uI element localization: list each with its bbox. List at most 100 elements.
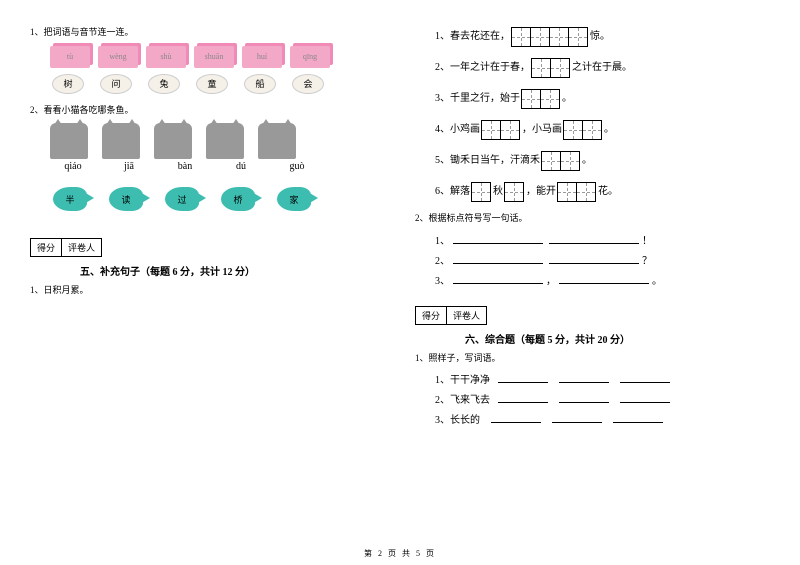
- pillow-item: 问: [100, 74, 132, 94]
- blank-line: [620, 371, 670, 383]
- line-num: 1、: [435, 236, 450, 247]
- example-3: 3、长长的: [435, 411, 780, 426]
- example-text: 2、飞来飞去: [435, 395, 490, 406]
- blank-line: [549, 252, 639, 264]
- card-item: huí: [242, 46, 282, 68]
- pinyin-item: bàn: [166, 161, 204, 172]
- card-item: shuān: [194, 46, 234, 68]
- pinyin-item: jiā: [110, 161, 148, 172]
- cat-icon: [50, 123, 88, 159]
- sentence-2: 2、 ？: [435, 252, 780, 267]
- example-1: 1、干干净净: [435, 371, 780, 386]
- line-num: 2、: [435, 256, 450, 267]
- s5-q1: 1、日积月累。: [30, 284, 380, 298]
- fill-text: ，小马画: [522, 116, 562, 144]
- pinyin-item: dú: [222, 161, 260, 172]
- fill-text: 5、锄禾日当午，汗滴禾: [435, 147, 540, 175]
- blank-line: [491, 411, 541, 423]
- example-text: 1、干干净净: [435, 375, 490, 386]
- s6-q1: 1、照样子，写词语。: [415, 352, 780, 366]
- char-grid: [532, 58, 570, 78]
- pinyin-item: guò: [278, 161, 316, 172]
- fish-label: 过: [165, 187, 199, 211]
- fill-text: 之计在于晨。: [572, 54, 632, 82]
- section6-title: 六、综合题（每题 5 分，共计 20 分）: [465, 331, 780, 346]
- cats-row: [50, 123, 380, 159]
- blank-line: [559, 391, 609, 403]
- q2-label-right: 2、根据标点符号写一句话。: [415, 212, 780, 226]
- fill-3: 3、千里之行，始于 。: [435, 85, 780, 113]
- blank-line: [549, 232, 639, 244]
- blank-line: [453, 232, 543, 244]
- cat-icon: [154, 123, 192, 159]
- punct: ，: [546, 276, 556, 287]
- fill-6: 6、解落 秋 ，能开 花。: [435, 178, 780, 206]
- fish-icon: 家: [274, 184, 316, 214]
- punct: 。: [652, 276, 662, 287]
- fill-text: 。: [604, 116, 614, 144]
- fill-text: 1、春去花还在，: [435, 23, 510, 51]
- fish-label: 家: [277, 187, 311, 211]
- char-grid: [564, 120, 602, 140]
- punct: ！: [642, 236, 652, 247]
- score-box: 得分 评卷人: [30, 238, 102, 257]
- section5-title: 五、补充句子（每题 6 分，共计 12 分）: [80, 263, 380, 278]
- blank-line: [498, 391, 548, 403]
- punct: ？: [642, 256, 652, 267]
- blank-line: [498, 371, 548, 383]
- fish-row: 半 读 过 桥 家: [50, 184, 380, 214]
- line-num: 3、: [435, 276, 450, 287]
- cat-icon: [206, 123, 244, 159]
- pinyin-item: qiáo: [54, 161, 92, 172]
- fill-text: 。: [562, 85, 572, 113]
- blank-line: [559, 371, 609, 383]
- pillow-item: 童: [196, 74, 228, 94]
- fill-text: 6、解落: [435, 178, 470, 206]
- blank-line: [620, 391, 670, 403]
- sentence-3: 3、 ， 。: [435, 272, 780, 287]
- fish-label: 读: [109, 187, 143, 211]
- fill-text: 秋: [493, 178, 503, 206]
- fill-4: 4、小鸡画 ，小马画 。: [435, 116, 780, 144]
- score-cell: 得分: [416, 307, 447, 324]
- cat-icon: [258, 123, 296, 159]
- blank-line: [552, 411, 602, 423]
- fill-text: ，能开: [526, 178, 556, 206]
- fish-icon: 半: [50, 184, 92, 214]
- fish-icon: 过: [162, 184, 204, 214]
- fish-label: 桥: [221, 187, 255, 211]
- score-cell: 得分: [31, 239, 62, 256]
- example-text: 3、长长的: [435, 415, 480, 426]
- fish-label: 半: [53, 187, 87, 211]
- pillow-item: 船: [244, 74, 276, 94]
- blank-line: [559, 272, 649, 284]
- pillow-item: 树: [52, 74, 84, 94]
- char-grid: [542, 151, 580, 171]
- example-2: 2、飞来飞去: [435, 391, 780, 406]
- fill-2: 2、一年之计在于春， 之计在于晨。: [435, 54, 780, 82]
- q2-label: 2、看看小猫各吃哪条鱼。: [30, 104, 380, 118]
- char-grid: [512, 27, 588, 47]
- fill-text: 惊。: [590, 23, 610, 51]
- sentence-1: 1、 ！: [435, 232, 780, 247]
- char-grid: [558, 182, 596, 202]
- score-box-6: 得分 评卷人: [415, 306, 487, 325]
- fish-icon: 桥: [218, 184, 260, 214]
- card-item: qīng: [290, 46, 330, 68]
- blank-line: [453, 252, 543, 264]
- fill-text: 3、千里之行，始于: [435, 85, 520, 113]
- char-grid: [505, 182, 524, 202]
- pinyin-row: qiáo jiā bàn dú guò: [54, 161, 380, 172]
- char-grid: [522, 89, 560, 109]
- char-grid: [472, 182, 491, 202]
- fill-text: 2、一年之计在于春，: [435, 54, 530, 82]
- score-cell: 评卷人: [447, 307, 486, 324]
- fill-1: 1、春去花还在， 惊。: [435, 23, 780, 51]
- fish-icon: 读: [106, 184, 148, 214]
- fill-text: 花。: [598, 178, 618, 206]
- card-item: wèng: [98, 46, 138, 68]
- fill-text: 4、小鸡画: [435, 116, 480, 144]
- fill-text: 。: [582, 147, 592, 175]
- word-pillows: 树 问 兔 童 船 会: [52, 74, 380, 94]
- card-item: tù: [50, 46, 90, 68]
